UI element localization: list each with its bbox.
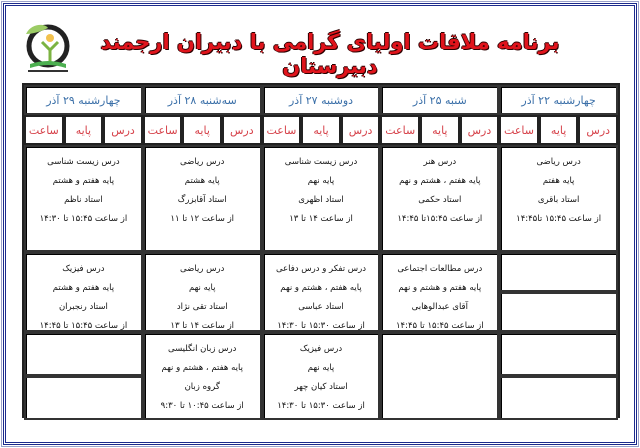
sub-header-time: ساعت <box>380 115 421 145</box>
day-header: سه‌شنبه ۲۸ آذر <box>142 85 262 115</box>
grade-levels: پایه هفتم ، هشتم و نهم <box>280 283 362 293</box>
time-range: از ساعت ۱۴ تا ۱۳ <box>170 321 235 331</box>
sub-header-grade: پایه <box>301 115 341 145</box>
grade-levels: پایه هفتم و هشتم <box>52 283 115 293</box>
meeting-slot: درس زیست شناسی پایه نهم استاد اظهری از ساعت… <box>261 145 381 252</box>
sub-header-time: ساعت <box>142 115 183 145</box>
unused-slot <box>24 332 143 420</box>
teacher-name: گروه زبان <box>184 382 220 392</box>
time-range: از ساعت ۱۲ تا ۱۱ <box>170 214 235 224</box>
day-header: دوشنبه ۲۷ آذر <box>261 85 381 115</box>
teacher-name: استاد آقابزرگ <box>177 195 227 205</box>
grade-levels: پایه نهم <box>307 363 335 373</box>
sub-header-row: درس پایه ساعت <box>23 115 143 145</box>
time-range: از ساعت ۱۵:۴۵ تا ۱۴:۳۰ <box>39 214 128 224</box>
sub-header-lesson: درس <box>459 115 500 145</box>
teacher-name: استاد ناظم <box>64 195 103 205</box>
sub-header-grade: پایه <box>420 115 460 145</box>
lesson-name: درس ریاضی <box>180 157 225 167</box>
teacher-name: استاد حکمی <box>418 195 462 205</box>
meeting-slot: درس ریاضی پایه هشتم استاد آقابزرگ از ساعت ۱… <box>142 145 262 252</box>
grade-levels: پایه هفتم ، هشتم و نهم <box>399 176 481 186</box>
meeting-slot: درس ریاضی پایه هفتم استاد باقری از ساعت ۱۵:… <box>499 145 618 252</box>
gray-cell <box>539 374 578 378</box>
sub-header-time: ساعت <box>499 115 539 145</box>
sub-header-time: ساعت <box>23 115 64 145</box>
gray-cell <box>539 290 578 294</box>
gray-cell <box>577 290 616 294</box>
sub-header-lesson: درس <box>222 115 262 145</box>
sub-header-row: درس پایه ساعت <box>142 115 262 145</box>
sub-header-grade: پایه <box>538 115 579 145</box>
time-range: از ساعت ۱۵:۴۵ تا ۱۴:۴۵ <box>395 321 484 331</box>
day-header: شنبه ۲۵ آذر <box>380 85 500 115</box>
lesson-name: درس زیست شناسی <box>284 157 358 167</box>
schedule-table: چهارشنبه ۲۲ آذر شنبه ۲۵ آذر دوشنبه ۲۷ آذر س… <box>22 83 620 420</box>
lesson-name: درس فیزیک <box>62 264 105 274</box>
gray-cell <box>26 374 65 378</box>
empty-slot <box>380 332 500 420</box>
page-title: برنامه ملاقات اولیای گرامی با دبیران ارج… <box>100 30 560 78</box>
sub-header-grade: پایه <box>63 115 104 145</box>
teacher-name: استاد باقری <box>537 195 580 205</box>
grade-levels: پایه نهم <box>188 283 216 293</box>
grade-levels: پایه هفتم <box>542 176 575 186</box>
grade-levels: پایه هفتم و هشتم <box>52 176 115 186</box>
lesson-name: درس ریاضی <box>536 157 581 167</box>
meeting-slot: درس هنر پایه هفتم ، هشتم و نهم استاد حکمی ا… <box>380 145 500 252</box>
lesson-name: درس مطالعات اجتماعی <box>397 264 483 274</box>
gray-cell <box>501 290 540 294</box>
lesson-name: درس ریاضی <box>180 264 225 274</box>
meeting-slot: درس زبان انگلیسی پایه هفتم ، هشتم و نهم گر… <box>142 332 262 420</box>
meeting-slot: درس زیست شناسی پایه هفتم و هشتم استاد ناظم… <box>24 145 143 252</box>
sub-header-lesson: درس <box>340 115 381 145</box>
sub-header-row: درس پایه ساعت <box>380 115 500 145</box>
meeting-slot: درس مطالعات اجتماعی پایه هفتم و هشتم و نه… <box>380 252 500 332</box>
unused-slot <box>499 252 618 332</box>
meeting-slot: درس ریاضی پایه نهم استاد تقی نژاد از ساعت ۱… <box>142 252 262 332</box>
time-range: از ساعت ۱۵:۴۵تا ۱۴:۴۵ <box>397 214 483 224</box>
day-header: چهارشنبه ۲۲ آذر <box>499 85 618 115</box>
grade-levels: پایه نهم <box>307 176 335 186</box>
meeting-slot: درس فیزیک پایه نهم استاد کیان چهر از ساعت ۱… <box>261 332 381 420</box>
lesson-name: درس فیزیک <box>299 344 343 354</box>
lesson-name: درس زبان انگلیسی <box>167 344 237 354</box>
sub-header-lesson: درس <box>578 115 618 145</box>
gray-cell <box>102 374 141 378</box>
teacher-name: استاد رنجبران <box>58 302 108 312</box>
gray-cell <box>501 374 540 378</box>
school-logo <box>26 24 70 72</box>
day-header: چهارشنبه ۲۹ آذر <box>24 85 143 115</box>
lesson-name: درس هنر <box>423 157 457 167</box>
meeting-slot: درس فیزیک پایه هفتم و هشتم استاد رنجبران از… <box>24 252 143 332</box>
time-range: از ساعت ۱۰:۴۵ تا ۹:۳۰ <box>160 401 244 411</box>
time-range: از ساعت ۱۵:۳۰ تا ۱۴:۳۰ <box>277 401 365 411</box>
sub-header-row: درس پایه ساعت <box>261 115 381 145</box>
lesson-name: درس زیست شناسی <box>47 157 120 167</box>
time-range: از ساعت ۱۵:۳۰ تا ۱۴:۳۰ <box>277 321 365 331</box>
gray-cell <box>64 374 103 378</box>
lesson-name: درس تفکر و درس دفاعی <box>275 264 367 274</box>
grade-levels: پایه هفتم و هشتم و نهم <box>398 283 482 293</box>
sub-header-lesson: درس <box>103 115 143 145</box>
grade-levels: پایه هفتم ، هشتم و نهم <box>161 363 243 373</box>
sub-header-time: ساعت <box>261 115 302 145</box>
grade-levels: پایه هشتم <box>184 176 220 186</box>
teacher-name: استاد تقی نژاد <box>176 302 228 312</box>
sub-header-row: درس پایه ساعت <box>499 115 618 145</box>
sub-header-grade: پایه <box>182 115 223 145</box>
teacher-name: استاد کیان چهر <box>294 382 348 392</box>
unused-slot <box>499 332 618 420</box>
time-range: از ساعت ۱۴ تا ۱۳ <box>289 214 353 224</box>
teacher-name: استاد عباسی <box>298 302 344 312</box>
gray-cell <box>577 374 616 378</box>
time-range: از ساعت ۱۵:۴۵ تا ۱۴:۴۵ <box>39 321 128 331</box>
time-range: از ساعت ۱۵:۴۵ تا۱۴:۴۵ <box>516 214 602 224</box>
teacher-name: استاد اظهری <box>298 195 344 205</box>
teacher-name: آقای عبدالوهابی <box>411 302 468 312</box>
meeting-slot: درس تفکر و درس دفاعی پایه هفتم ، هشتم و ن… <box>261 252 381 332</box>
